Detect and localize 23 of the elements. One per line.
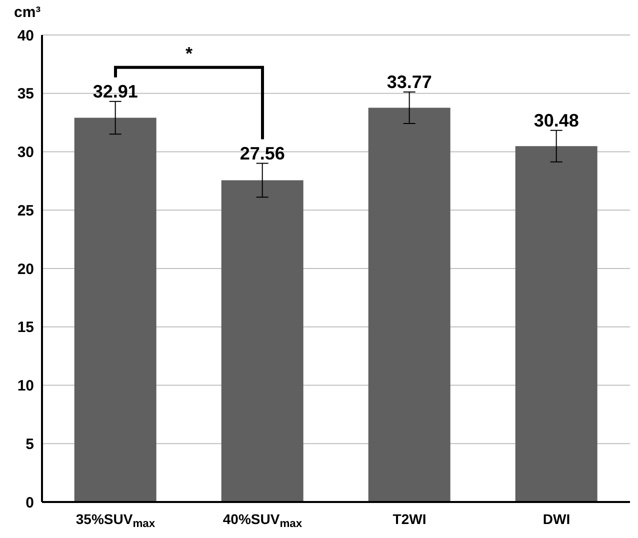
y-tick-label: 15 <box>17 319 34 336</box>
y-tick-label: 0 <box>26 494 34 512</box>
data-label: 30.48 <box>534 110 579 130</box>
y-axis-title: cm³ <box>14 4 41 21</box>
x-tick-label: DWI <box>542 511 570 527</box>
y-tick-label: 20 <box>17 260 34 278</box>
y-tick-label: 30 <box>17 144 34 162</box>
bar <box>515 146 598 502</box>
y-tick-label: 40 <box>17 27 34 44</box>
annotation: * <box>185 43 193 64</box>
y-tick-label: 35 <box>17 86 34 103</box>
x-tick-label: 35%SUV$_{max}$ <box>76 511 156 530</box>
data-label: 32.91 <box>92 81 138 102</box>
bar <box>74 118 156 502</box>
data-label: 27.56 <box>240 143 285 164</box>
y-tick-label: 10 <box>17 378 34 395</box>
y-tick-label: 25 <box>17 202 34 220</box>
bar <box>368 108 450 502</box>
bar <box>221 180 304 502</box>
x-tick-label: 40%SUV$_{max}$ <box>222 511 303 530</box>
x-tick-label: T2WI <box>392 511 426 527</box>
y-tick-label: 5 <box>26 436 34 453</box>
data-label: 33.77 <box>386 72 432 92</box>
